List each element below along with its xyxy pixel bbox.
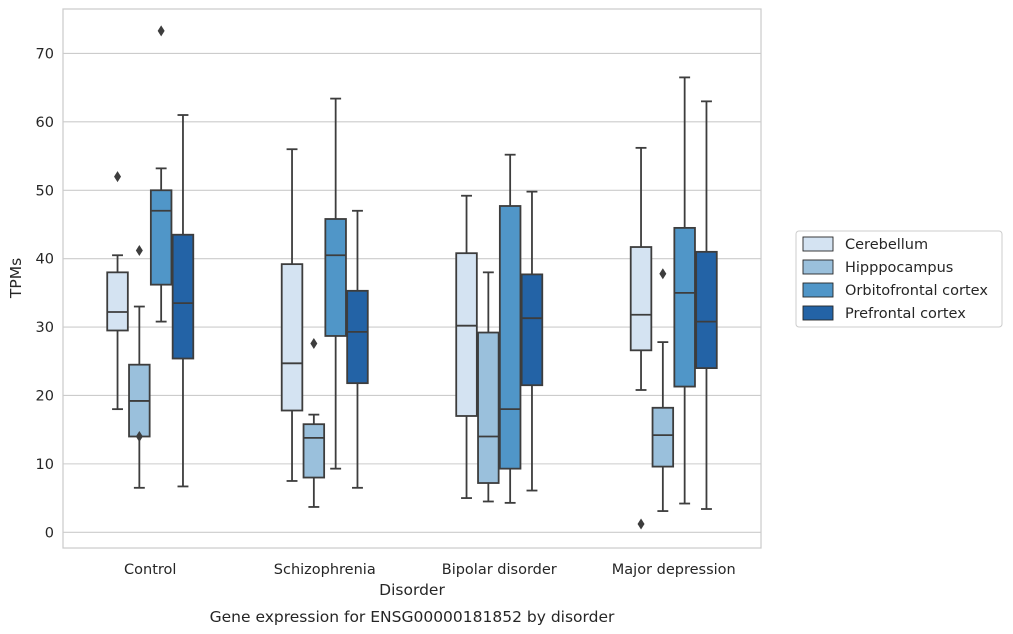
box-body xyxy=(498,205,522,470)
outlier-point xyxy=(659,268,667,280)
legend: Cerebellum Hipppocampus Orbitofrontal cort… xyxy=(795,230,1003,328)
box-body xyxy=(520,273,544,387)
boxes xyxy=(106,25,718,530)
box-body xyxy=(455,252,478,417)
box-prefrontal-cortex-3 xyxy=(695,100,718,510)
outlier-point xyxy=(310,337,318,349)
y-tick-label: 30 xyxy=(36,320,54,336)
y-tick-label: 0 xyxy=(45,525,54,541)
legend-swatch xyxy=(802,282,834,298)
box-body xyxy=(280,263,304,412)
box-body xyxy=(477,331,500,484)
legend-frame xyxy=(795,230,1003,328)
box-body xyxy=(346,289,369,385)
legend-label: Hipppocampus xyxy=(845,260,953,276)
box-hipppocampus-3 xyxy=(651,268,675,512)
box-orbitofrontal-cortex-0 xyxy=(149,25,173,323)
x-tick-label: Schizophrenia xyxy=(274,562,376,578)
outlier-point xyxy=(135,244,143,256)
y-tick-label: 40 xyxy=(36,252,54,268)
outlier-point xyxy=(135,431,143,443)
figure-caption: Gene expression for ENSG00000181852 by d… xyxy=(210,608,615,626)
box-body xyxy=(171,233,195,360)
box-prefrontal-cortex-1 xyxy=(346,209,369,489)
box-hipppocampus-1 xyxy=(302,337,326,508)
box-orbitofrontal-cortex-1 xyxy=(324,97,347,470)
box-body xyxy=(324,218,347,337)
box-body xyxy=(149,189,173,286)
box-body xyxy=(695,250,718,370)
box-orbitofrontal-cortex-2 xyxy=(498,153,522,504)
box-cerebellum-3 xyxy=(629,146,653,530)
y-axis-label: TPMs xyxy=(7,258,25,299)
x-tick-label: Control xyxy=(124,562,176,578)
box-orbitofrontal-cortex-3 xyxy=(673,76,696,505)
legend-label: Orbitofrontal cortex xyxy=(845,283,988,299)
y-tick-label: 60 xyxy=(36,115,54,131)
box-body xyxy=(629,246,653,352)
box-cerebellum-2 xyxy=(455,194,478,499)
outlier-point xyxy=(114,171,122,183)
box-body xyxy=(651,406,675,468)
outlier-point xyxy=(637,518,645,530)
box-prefrontal-cortex-0 xyxy=(171,114,195,488)
box-cerebellum-1 xyxy=(280,148,304,482)
box-hipppocampus-0 xyxy=(128,244,151,489)
legend-label: Prefrontal cortex xyxy=(845,306,966,322)
y-tick-label: 50 xyxy=(36,183,54,199)
box-body xyxy=(673,226,696,388)
outlier-point xyxy=(157,25,165,37)
box-prefrontal-cortex-2 xyxy=(520,190,544,492)
legend-swatch xyxy=(802,236,834,252)
y-tick-label: 20 xyxy=(36,388,54,404)
legend-swatch xyxy=(802,305,834,321)
y-tick-label: 70 xyxy=(36,46,54,62)
y-axis-ticks: 0 10 20 30 40 50 60 70 xyxy=(36,46,54,541)
x-axis-label: Disorder xyxy=(379,581,445,599)
x-tick-label: Major depression xyxy=(612,562,736,578)
plot-frame xyxy=(62,8,762,549)
box-body xyxy=(302,423,326,479)
box-body xyxy=(106,271,129,332)
box-hipppocampus-2 xyxy=(477,271,500,503)
box-cerebellum-0 xyxy=(106,171,129,411)
x-tick-label: Bipolar disorder xyxy=(442,562,557,578)
legend-label: Cerebellum xyxy=(845,237,928,253)
y-tick-label: 10 xyxy=(36,457,54,473)
legend-swatch xyxy=(802,259,834,275)
x-axis-ticks: Control Schizophrenia Bipolar disorder Majo… xyxy=(124,562,736,578)
